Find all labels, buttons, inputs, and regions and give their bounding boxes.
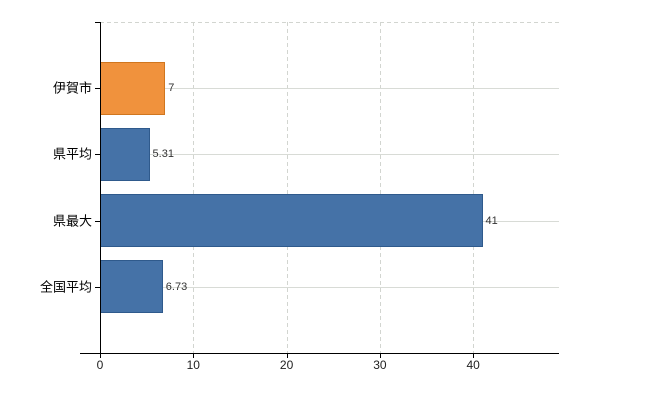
bar-value-label: 6.73 [165, 280, 188, 293]
h-gridline [100, 154, 559, 156]
bar [100, 260, 163, 314]
y-axis-tick [95, 220, 100, 222]
x-axis-ticks [100, 353, 559, 359]
v-gridline [286, 22, 288, 353]
v-gridline [473, 22, 475, 353]
x-axis-line [80, 353, 559, 354]
bar [100, 61, 166, 115]
v-gridline [193, 22, 195, 353]
category-label: 全国平均 [39, 279, 92, 295]
y-axis-tick [95, 154, 100, 156]
x-axis-tick [473, 353, 475, 358]
plot-area: 7 5.31 41 6.73 [95, 22, 559, 353]
x-tick-label: 10 [186, 358, 200, 372]
x-tick-label: 0 [96, 358, 104, 372]
y-axis-line [100, 22, 101, 358]
x-tick-label: 40 [466, 358, 480, 372]
x-axis-tick [286, 353, 288, 358]
y-axis-tick [95, 88, 100, 90]
bar-value-label: 5.31 [152, 148, 174, 161]
bar-value-label: 41 [485, 214, 498, 227]
h-gridline [100, 286, 559, 288]
x-tick-label: 20 [279, 358, 294, 372]
y-axis-category-labels: 伊賀市県平均県最大全国平均 [0, 22, 92, 353]
category-label: 県平均 [52, 146, 92, 162]
x-axis-tick [379, 353, 381, 358]
plot-top-border [100, 22, 559, 23]
bar [100, 194, 483, 248]
x-axis-tick [193, 353, 195, 358]
bar [100, 127, 150, 181]
x-axis-tick [100, 353, 101, 358]
category-label: 伊賀市 [52, 80, 92, 96]
x-axis-tick-labels: 0 10 20 30 40 [96, 358, 559, 374]
y-axis-top-tick [95, 22, 100, 23]
y-axis-tick [95, 286, 100, 288]
x-tick-label: 30 [373, 358, 387, 372]
h-gridline [100, 88, 559, 90]
bar-value-label: 7 [168, 82, 175, 95]
category-label: 県最大 [52, 213, 92, 229]
v-gridline [379, 22, 381, 353]
